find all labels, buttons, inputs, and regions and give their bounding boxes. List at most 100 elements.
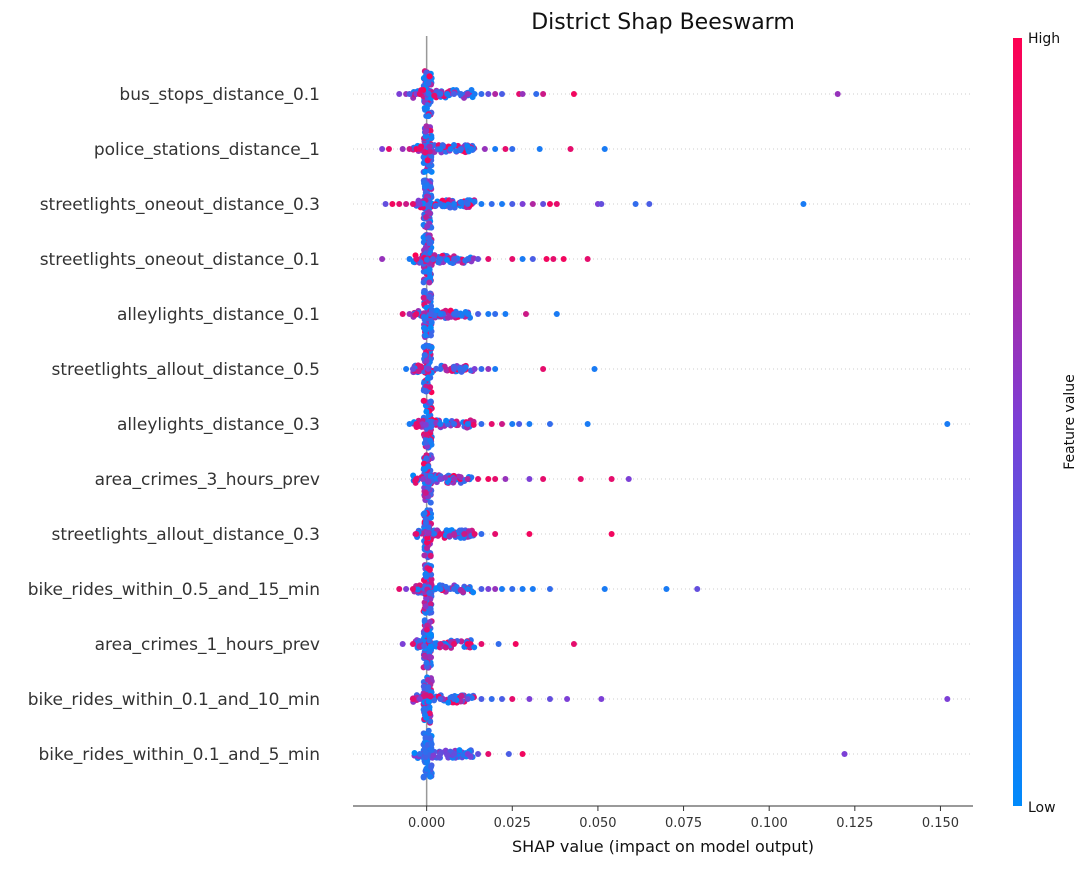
core-point [422,244,429,251]
data-point [499,201,506,207]
data-point [382,201,389,207]
feature-label: area_crimes_1_hours_prev [95,635,320,655]
core-point [422,515,429,522]
data-point [478,586,485,592]
spread-point [425,478,432,485]
data-point [492,146,499,152]
data-point [413,531,420,537]
core-point [423,626,430,633]
data-point [502,311,509,317]
core-point [420,343,427,350]
core-point [428,741,435,748]
data-point [385,146,392,152]
data-point [413,476,420,482]
spread-point [458,692,465,699]
data-point [540,366,547,372]
core-point [423,544,430,551]
spread-point [422,754,429,761]
data-point [403,366,410,372]
data-point [526,421,533,427]
core-point [426,266,433,273]
data-point [601,146,608,152]
data-point [451,311,458,317]
spread-point [442,583,449,590]
core-point [423,765,430,772]
data-point [519,586,526,592]
data-point [396,586,403,592]
data-point [519,256,526,262]
feature-label: streetlights_oneout_distance_0.3 [40,195,320,215]
data-point [409,586,416,592]
data-point [560,256,567,262]
data-point [499,421,506,427]
data-point [499,696,506,702]
spread-point [422,749,429,756]
data-point [464,421,471,427]
core-point [427,127,434,134]
core-point [427,632,434,639]
spread-point [426,589,433,596]
core-point [426,73,433,80]
x-tick-label: 0.000 [408,816,445,831]
spread-point [456,747,463,754]
data-point [451,91,458,97]
data-point [447,146,454,152]
spread-point [427,311,434,318]
data-point [529,256,536,262]
spread-point [427,423,434,430]
core-point [425,235,432,242]
data-point [944,696,951,702]
core-point [425,113,432,120]
data-point [451,751,458,757]
x-tick-label: 0.075 [665,816,702,831]
data-point [495,641,502,647]
data-point [546,201,553,207]
data-point [406,311,413,317]
data-point [399,311,406,317]
data-point [403,586,410,592]
core-point [424,223,431,230]
data-point [601,586,608,592]
data-point [464,311,471,317]
core-point [423,431,430,438]
core-point [427,184,434,191]
data-point [646,201,653,207]
data-point [584,256,591,262]
data-point [543,256,550,262]
data-point [416,696,423,702]
data-points [379,68,951,781]
data-point [437,256,444,262]
data-point [457,91,464,97]
spread-point [423,256,430,263]
core-point [421,352,428,359]
data-point [564,696,571,702]
data-point [485,751,492,757]
data-point [800,201,807,207]
data-point [694,586,701,592]
data-point [540,91,547,97]
spread-point [430,530,437,537]
spread-point [425,698,432,705]
data-point [451,696,458,702]
data-point [546,586,553,592]
data-point [444,91,451,97]
core-point [420,279,427,286]
data-point [485,586,492,592]
core-point [426,342,433,349]
core-point [423,214,430,221]
spread-point [425,90,432,97]
feature-label: alleylights_distance_0.1 [117,305,320,325]
spread-point [411,749,418,756]
core-point [428,135,435,142]
data-point [529,586,536,592]
data-point [406,146,413,152]
core-point [427,605,434,612]
spread-point [442,474,449,481]
data-point [451,476,458,482]
spread-point [422,149,429,156]
data-point [526,531,533,537]
data-point [625,476,632,482]
data-point [526,476,533,482]
